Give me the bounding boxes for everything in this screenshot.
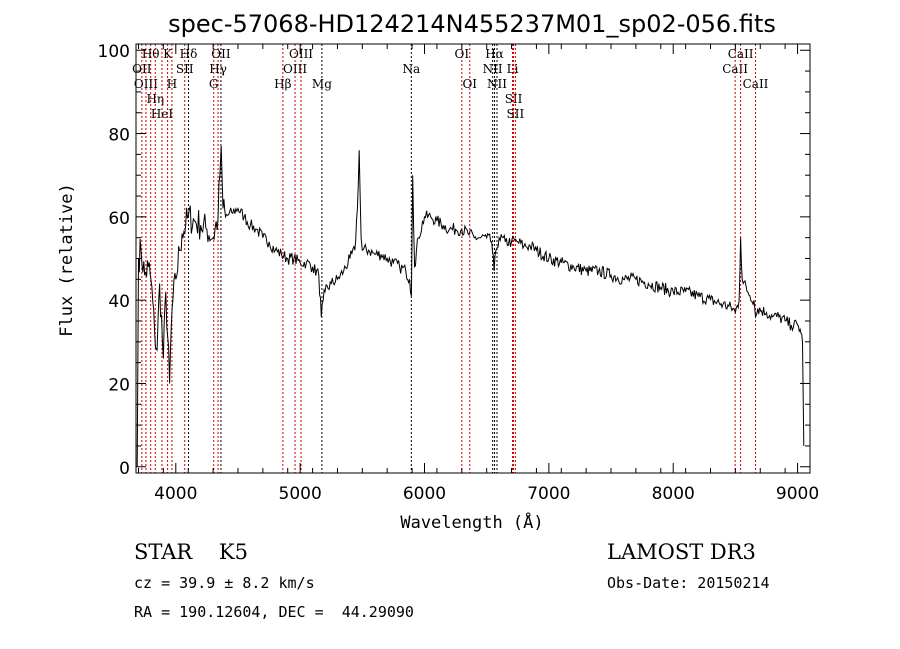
spectral-line-label: K [163,47,173,61]
spectral-line-label: OIII [134,77,158,91]
spectral-line-label: OI [455,47,470,61]
y-tick-label: 0 [119,459,130,479]
plot-frame [135,43,811,474]
spectral-line-label: SII [176,62,194,76]
spectral-line-label: G [209,77,219,91]
y-tick-label: 60 [108,209,130,229]
spectral-line-label: Na [402,62,420,76]
x-tick-label: 9000 [776,484,819,504]
y-axis-label: Flux (relative) [57,183,77,337]
y-tick-label: 20 [108,375,130,395]
spectral-line-label: Hβ [274,77,291,91]
y-tick-label: 80 [108,126,130,146]
spectral-line-label: Hη [146,92,164,106]
spectral-line-label: Li [507,62,519,76]
spectral-line-label: OIII [289,47,313,61]
spectral-line-label: OIII [283,62,307,76]
spectral-line-label: OII [211,47,231,61]
spectral-line-label: CaII [743,77,769,91]
ra-dec: RA = 190.12604, DEC = 44.29090 [134,603,414,621]
x-tick-label: 7000 [527,484,570,504]
x-tick-label: 8000 [652,484,695,504]
spectral-line-label: CaII [722,62,748,76]
x-tick-label: 4000 [154,484,197,504]
spectral-line-label: OI [462,77,477,91]
spectral-line-label: H [167,77,177,91]
object-class: STAR K5 [134,540,248,564]
spectral-line-label: CaII [728,47,754,61]
spectral-line-label: HeI [151,107,174,121]
x-tick-label: 6000 [403,484,446,504]
chart-title: spec-57068-HD124214N455237M01_sp02-056.f… [168,10,776,38]
y-tick-label: 100 [98,42,130,62]
spectral-line-label: Hα [485,47,504,61]
spectral-line-label: OII [132,62,152,76]
spectral-line-label: Hγ [209,62,227,76]
spectral-line-label: Hδ [180,47,198,61]
survey-name: LAMOST DR3 [607,540,756,564]
axis-ticks: 4000 5000 6000 7000 8000 9000 0 20 40 60 80 100 [98,42,820,504]
x-axis-label: Wavelength (Å) [400,511,543,533]
spectral-line-label: NII [483,62,503,76]
obs-date: Obs-Date: 20150214 [607,574,770,592]
spectral-line-label: Mg [312,77,332,91]
y-tick-label: 40 [108,292,130,312]
spectral-line-label: SII [507,107,525,121]
redshift-cz: cz = 39.9 ± 8.2 km/s [134,574,315,592]
x-tick-label: 5000 [279,484,322,504]
spectral-line-markers: OIIHθOIIIHηHeIKHSIIHδGHγOIIHβOIIIOIIIMgN… [132,44,769,473]
spectral-line-label: SII [505,92,523,106]
spectral-line-label: NII [487,77,507,91]
spectral-line-label: Hθ [142,47,160,61]
spectrum-line [136,145,805,467]
